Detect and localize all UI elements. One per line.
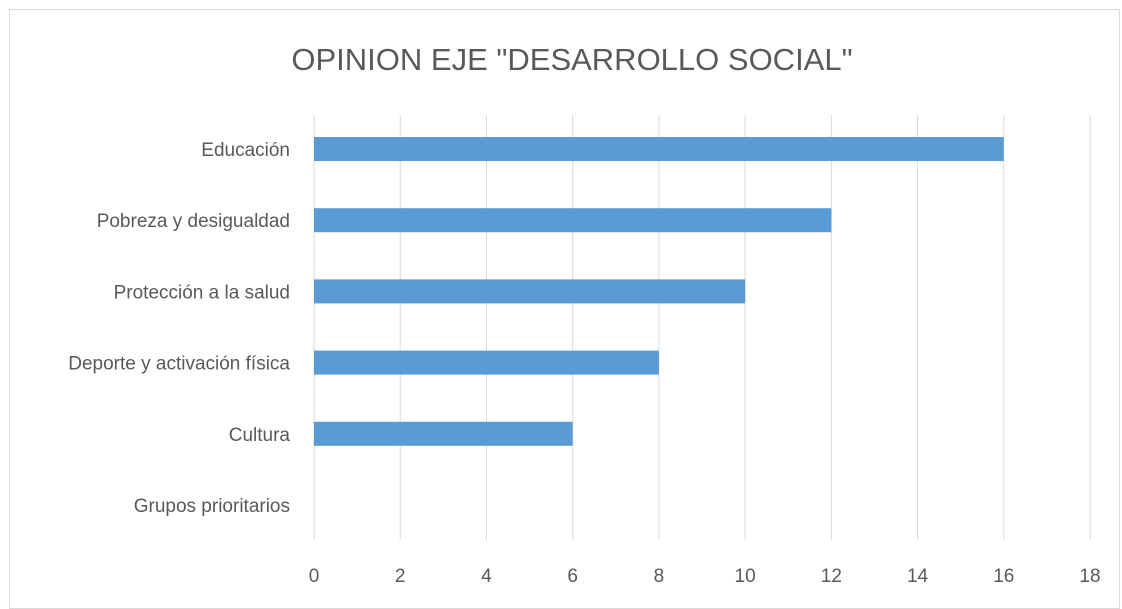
category-label: Educación xyxy=(201,140,290,161)
category-label: Deporte y activación física xyxy=(68,354,290,375)
x-tick-label: 18 xyxy=(1079,566,1100,587)
category-label: Grupos prioritarios xyxy=(134,496,290,517)
x-axis-tick-labels: 0 2 4 6 8 10 12 14 16 18 xyxy=(309,566,1101,587)
bar xyxy=(314,137,1004,161)
category-labels: Educación Pobreza y desigualdad Protección… xyxy=(68,140,290,517)
bars xyxy=(314,137,1004,446)
x-tick-label: 16 xyxy=(993,566,1014,587)
x-tick-label: 14 xyxy=(907,566,929,587)
category-label: Cultura xyxy=(229,425,291,446)
x-tick-label: 10 xyxy=(735,566,756,587)
chart-title: OPINION EJE "DESARROLLO SOCIAL" xyxy=(291,42,852,77)
bar xyxy=(314,350,659,375)
gridlines xyxy=(313,115,1091,540)
category-label: Pobreza y desigualdad xyxy=(97,211,290,232)
bar xyxy=(314,208,832,233)
x-tick-label: 12 xyxy=(821,566,842,587)
x-tick-label: 2 xyxy=(395,566,406,587)
bar xyxy=(314,421,573,446)
bar xyxy=(314,279,746,304)
category-label: Protección a la salud xyxy=(114,282,290,303)
x-tick-label: 4 xyxy=(481,566,492,587)
x-tick-label: 8 xyxy=(654,566,665,587)
x-tick-label: 6 xyxy=(567,566,578,587)
chart-frame xyxy=(9,9,1120,609)
x-tick-label: 0 xyxy=(309,566,320,587)
